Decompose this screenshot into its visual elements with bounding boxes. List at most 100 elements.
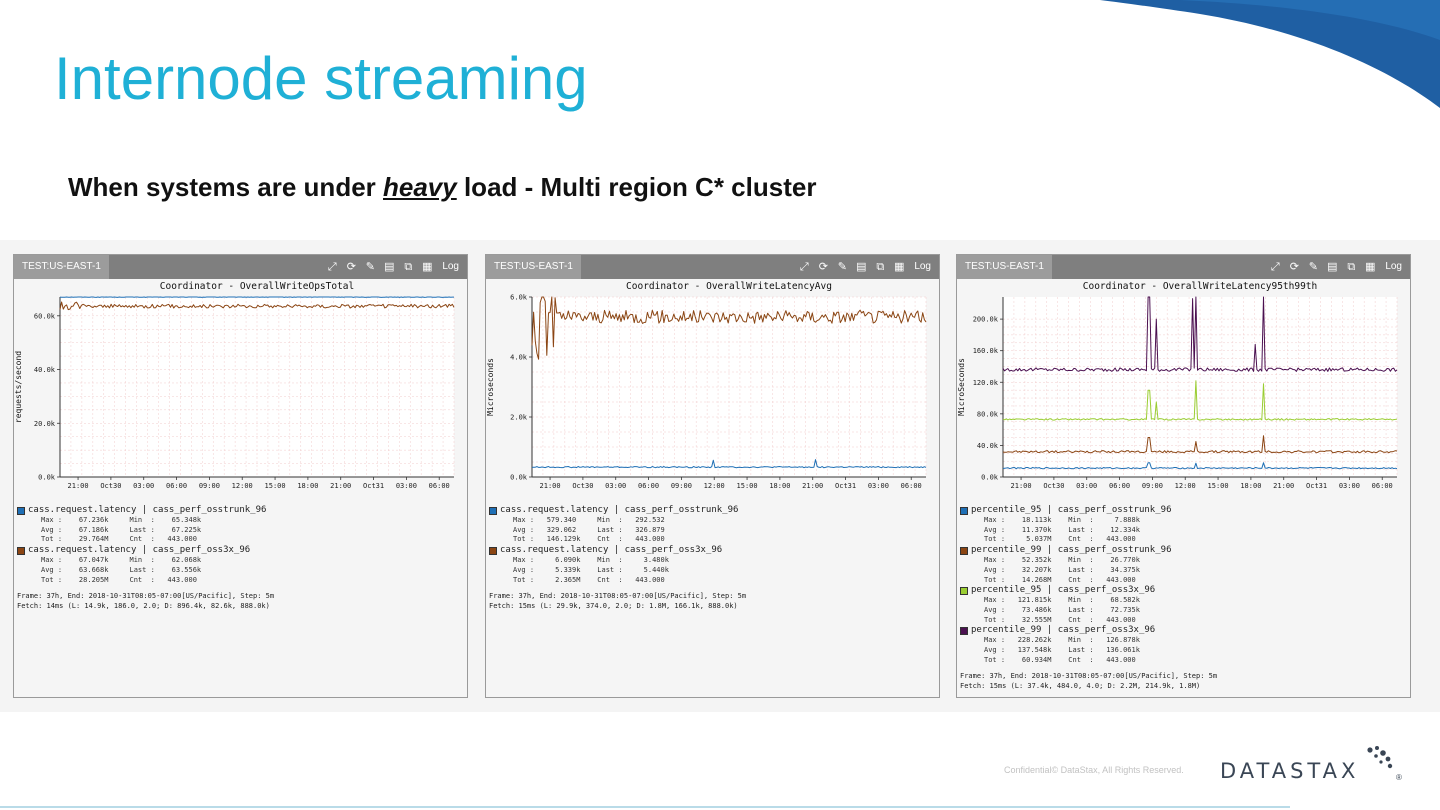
legend-stat: Max : 67.236k Min : 65.348k <box>41 516 202 524</box>
legend-stat: Tot : 32.555M Cnt : 443.000 <box>984 615 1136 624</box>
log-toggle-button[interactable]: Log <box>442 261 459 272</box>
log-toggle-button[interactable]: Log <box>914 261 931 272</box>
subtitle-text-end: load - Multi region C* cluster <box>456 172 817 202</box>
chart-write-latency-avg: Coordinator - OverallWriteLatencyAvg 0.0k… <box>486 281 927 490</box>
y-tick-label: 60.0k <box>34 312 56 320</box>
x-tick-label: 06:00 <box>429 482 450 490</box>
legend-stat: Max : 18.113k Min : 7.888k <box>984 516 1140 524</box>
series-line <box>1002 296 1398 372</box>
x-tick-label: 09:00 <box>671 482 692 490</box>
magic-wand-icon[interactable]: ✎ <box>365 261 375 273</box>
legend-series-name: percentile_99 | cass_perf_oss3x_96 <box>971 625 1156 636</box>
legend-swatch <box>960 586 968 595</box>
legend-stat: Avg : 32.207k Last : 34.375k <box>984 565 1140 574</box>
refresh-icon[interactable]: ⟳ <box>818 261 828 273</box>
x-tick-label: 12:00 <box>232 482 253 490</box>
magic-wand-icon[interactable]: ✎ <box>837 261 847 273</box>
y-tick-label: 40.0k <box>977 442 999 450</box>
legend-entry: cass.request.latency | cass_perf_osstrun… <box>489 505 746 545</box>
legend-swatch <box>489 506 497 515</box>
external-link-icon[interactable]: ⧉ <box>404 261 413 273</box>
panel-tag: TEST:US-EAST-1 <box>14 255 109 279</box>
datastax-logo: DATASTAX ® <box>1220 745 1410 787</box>
x-tick-label: 06:00 <box>166 482 187 490</box>
x-tick-label: 12:00 <box>704 482 725 490</box>
legend-swatch <box>17 546 25 555</box>
legend-swatch <box>960 546 968 555</box>
save-icon[interactable]: ▤ <box>856 261 867 273</box>
fetch-line: Fetch: 14ms (L: 14.9k, 186.0, 2.0; D: 89… <box>17 601 270 610</box>
grid-icon[interactable]: ▦ <box>894 261 905 273</box>
expand-icon[interactable]: ⤢ <box>327 261 337 273</box>
legend-series-name: percentile_99 | cass_perf_osstrunk_96 <box>971 545 1172 556</box>
footer-rule <box>0 806 1290 808</box>
save-icon[interactable]: ▤ <box>1327 261 1338 273</box>
legend-entry: cass.request.latency | cass_perf_oss3x_9… <box>489 545 746 585</box>
log-toggle-button[interactable]: Log <box>1385 261 1402 272</box>
x-tick-label: Oct30 <box>1043 482 1064 490</box>
save-icon[interactable]: ▤ <box>384 261 395 273</box>
legend-stat: Tot : 28.205M Cnt : 443.000 <box>41 575 197 584</box>
legend-stat: Tot : 29.764M Cnt : 443.000 <box>41 535 197 544</box>
x-tick-label: 21:00 <box>1011 482 1032 490</box>
x-tick-label: Oct30 <box>100 482 121 490</box>
grid-icon[interactable]: ▦ <box>422 261 433 273</box>
legend-stat: Avg : 329.062 Last : 326.879 <box>513 525 665 534</box>
legend-entry: percentile_99 | cass_perf_oss3x_96 Max :… <box>960 625 1217 665</box>
panel-header: TEST:US-EAST-1 ⤢ ⟳ ✎ ▤ ⧉ ▦ Log <box>14 255 467 279</box>
legend-entry: cass.request.latency | cass_perf_osstrun… <box>17 505 274 545</box>
legend-stat: Max : 6.090k Min : 3.480k <box>513 556 669 565</box>
grid-icon[interactable]: ▦ <box>1365 261 1376 273</box>
series-line <box>1002 462 1398 470</box>
frame-info: Frame: 37h, End: 2018-10-31T08:05-07:00[… <box>489 592 746 611</box>
legend-series-name: percentile_95 | cass_perf_osstrunk_96 <box>971 505 1172 515</box>
panel-toolbar: ⤢ ⟳ ✎ ▤ ⧉ ▦ Log <box>1269 255 1402 279</box>
legend-stat: Tot : 60.934M Cnt : 443.000 <box>984 655 1136 664</box>
chart-panel-write-latency-percentiles: TEST:US-EAST-1 ⤢ ⟳ ✎ ▤ ⧉ ▦ Log Coordinat… <box>956 254 1411 698</box>
x-tick-label: Oct31 <box>1306 482 1327 490</box>
y-tick-label: 80.0k <box>977 410 999 418</box>
legend-swatch <box>960 626 968 635</box>
y-tick-label: 0.0k <box>510 474 528 482</box>
panel-tag: TEST:US-EAST-1 <box>486 255 581 279</box>
expand-icon[interactable]: ⤢ <box>1270 261 1280 273</box>
refresh-icon[interactable]: ⟳ <box>1289 261 1299 273</box>
legend-stat: Tot : 2.365M Cnt : 443.000 <box>513 575 665 584</box>
y-axis-label: MicroSeconds <box>957 358 966 416</box>
y-tick-label: 20.0k <box>34 420 56 428</box>
y-axis-label: Microseconds <box>486 358 495 416</box>
x-tick-label: 03:00 <box>1076 482 1097 490</box>
y-tick-label: 160.0k <box>973 347 999 355</box>
x-tick-label: 18:00 <box>1240 482 1261 490</box>
external-link-icon[interactable]: ⧉ <box>876 261 885 273</box>
x-tick-label: 09:00 <box>199 482 220 490</box>
logo-wordmark: DATASTAX <box>1220 759 1360 783</box>
panel-toolbar: ⤢ ⟳ ✎ ▤ ⧉ ▦ Log <box>798 255 931 279</box>
confidential-notice: Confidential© DataStax, All Rights Reser… <box>1004 765 1184 775</box>
y-axis-label: requests/second <box>14 351 23 423</box>
panel-tag: TEST:US-EAST-1 <box>957 255 1052 279</box>
panel-header: TEST:US-EAST-1 ⤢ ⟳ ✎ ▤ ⧉ ▦ Log <box>957 255 1410 279</box>
expand-icon[interactable]: ⤢ <box>799 261 809 273</box>
legend-stat: Max : 579.340 Min : 292.532 <box>513 516 665 524</box>
chart-title: Coordinator - OverallWriteLatency95th99t… <box>1083 281 1318 292</box>
legend-series-name: cass.request.latency | cass_perf_oss3x_9… <box>500 545 723 556</box>
x-tick-label: 06:00 <box>638 482 659 490</box>
refresh-icon[interactable]: ⟳ <box>346 261 356 273</box>
series-line <box>1002 380 1398 421</box>
legend-stat: Max : 121.815k Min : 68.582k <box>984 596 1140 605</box>
x-tick-label: 21:00 <box>330 482 351 490</box>
legend-entry: percentile_95 | cass_perf_osstrunk_96 Ma… <box>960 505 1217 545</box>
x-tick-label: 21:00 <box>1273 482 1294 490</box>
panel-toolbar: ⤢ ⟳ ✎ ▤ ⧉ ▦ Log <box>326 255 459 279</box>
x-tick-label: 03:00 <box>868 482 889 490</box>
frame-line: Frame: 37h, End: 2018-10-31T08:05-07:00[… <box>489 592 747 601</box>
x-tick-label: 15:00 <box>737 482 758 490</box>
x-tick-label: 12:00 <box>1175 482 1196 490</box>
fetch-line: Fetch: 15ms (L: 29.9k, 374.0, 2.0; D: 1.… <box>489 601 738 610</box>
external-link-icon[interactable]: ⧉ <box>1347 261 1356 273</box>
x-tick-label: 06:00 <box>1109 482 1130 490</box>
magic-wand-icon[interactable]: ✎ <box>1308 261 1318 273</box>
legend-stat: Avg : 73.486k Last : 72.735k <box>984 605 1140 614</box>
y-tick-label: 4.0k <box>510 354 528 362</box>
